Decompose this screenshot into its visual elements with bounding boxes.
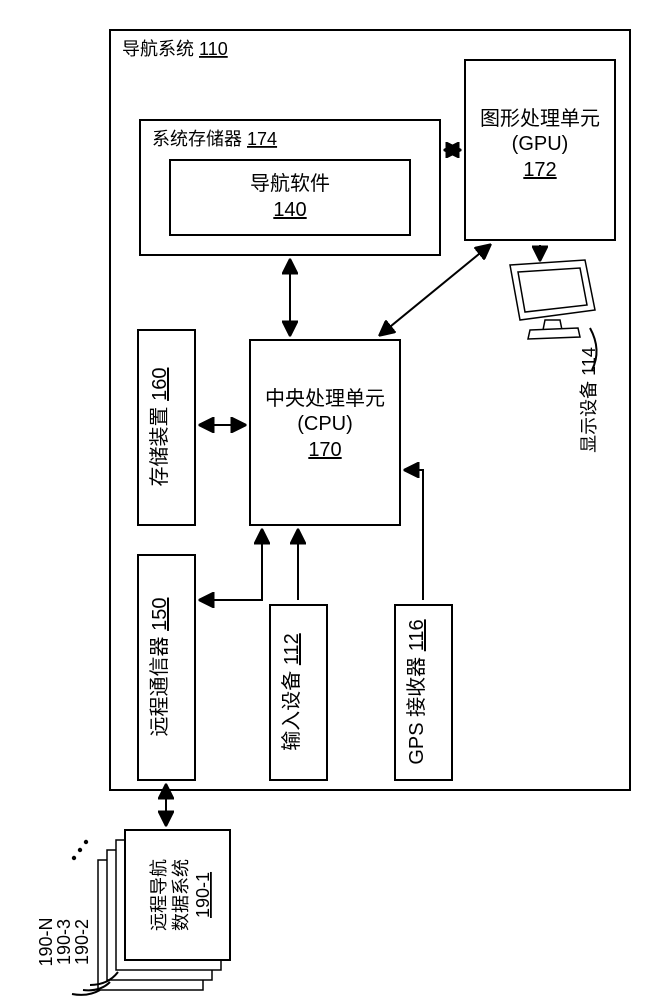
system-memory-label: 系统存储器 174: [152, 129, 277, 149]
remote-nav-id: 190-1: [193, 872, 213, 918]
diagram-canvas: 导航系统 110 系统存储器 174 导航软件 140 图形处理单元 (GPU)…: [0, 0, 654, 1000]
remote-comm-id: 150: [149, 598, 171, 631]
storage-label-group: 存储装置 160: [148, 368, 171, 487]
nav-software-text: 导航软件: [250, 172, 330, 195]
remote-nav-stack: 远程导航 数据系统 190-1: [98, 830, 230, 990]
cpu-id: 170: [308, 439, 341, 461]
nav-software-box: [170, 160, 410, 235]
input-device-label-group: 输入设备 112: [280, 633, 303, 750]
gpu-id: 172: [523, 159, 556, 181]
remote-nav-line1: 远程导航: [149, 859, 169, 931]
display-device-id: 114: [579, 347, 599, 376]
remote-comm-text: 远程通信器: [148, 636, 171, 736]
input-device-id: 112: [281, 633, 303, 665]
gps-receiver-id: 116: [406, 619, 428, 651]
system-memory-text: 系统存储器: [152, 129, 242, 149]
display-device-label-group: 显示设备 114: [579, 347, 599, 453]
cpu-line2: (CPU): [297, 413, 353, 435]
svg-text:GPS 接收器 116: GPS 接收器 116: [405, 619, 428, 764]
gps-receiver-label-group: GPS 接收器 116: [405, 619, 428, 764]
nav-system-id: 110: [199, 39, 228, 59]
svg-text:存储装置 160: 存储装置 160: [148, 368, 171, 487]
svg-text:输入设备 112: 输入设备 112: [280, 633, 303, 750]
cpu-line1: 中央处理单元: [265, 387, 385, 410]
gpu-line2: (GPU): [512, 133, 569, 155]
stack-id-n: 190-N: [36, 917, 56, 966]
remote-nav-line2: 数据系统: [171, 859, 191, 931]
system-memory-id: 174: [247, 129, 277, 149]
nav-system-label: 导航系统 110: [122, 39, 228, 59]
gpu-line1: 图形处理单元: [480, 107, 600, 130]
input-device-text: 输入设备: [280, 671, 303, 751]
nav-software-id: 140: [273, 199, 306, 221]
svg-text:远程通信器 150: 远程通信器 150: [148, 598, 171, 737]
gps-receiver-text: GPS 接收器: [405, 657, 428, 765]
storage-text: 存储装置: [148, 406, 171, 486]
nav-system-label-text: 导航系统: [122, 39, 194, 59]
storage-id: 160: [149, 368, 171, 401]
svg-text:显示设备 114: 显示设备 114: [579, 347, 599, 453]
remote-comm-label-group: 远程通信器 150: [148, 598, 171, 737]
stack-id-2: 190-2: [72, 919, 92, 965]
display-device-text: 显示设备: [579, 381, 599, 453]
stack-id-3: 190-3: [54, 919, 74, 965]
